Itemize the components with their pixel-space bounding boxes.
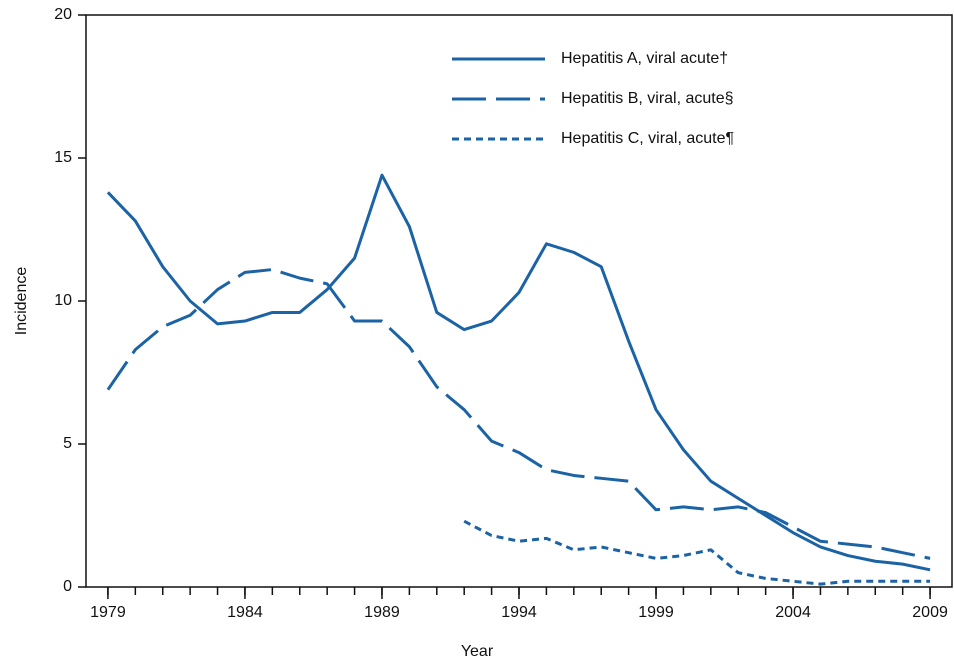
legend-label: Hepatitis B, viral, acute§ bbox=[561, 90, 734, 107]
y-tick-label: 5 bbox=[63, 435, 72, 452]
y-tick-label: 0 bbox=[63, 578, 72, 595]
x-tick-label: 1994 bbox=[501, 604, 537, 621]
y-tick-label: 15 bbox=[54, 149, 72, 166]
x-tick-label: 1999 bbox=[638, 604, 674, 621]
x-tick-label: 1989 bbox=[364, 604, 400, 621]
series-line bbox=[463, 519, 931, 586]
legend-label: Hepatitis C, viral, acute¶ bbox=[561, 130, 734, 147]
legend-label: Hepatitis A, viral acute† bbox=[561, 50, 728, 67]
series-line bbox=[106, 173, 931, 572]
x-tick-label: 2009 bbox=[912, 604, 948, 621]
plot-frame bbox=[85, 14, 953, 588]
x-tick-label: 1984 bbox=[227, 604, 263, 621]
x-tick-label: 1979 bbox=[90, 604, 126, 621]
y-axis-label: Incidence bbox=[13, 267, 30, 336]
x-tick-label: 2004 bbox=[775, 604, 811, 621]
y-tick-label: 10 bbox=[54, 292, 72, 309]
series-line bbox=[106, 268, 931, 560]
x-axis-label: Year bbox=[461, 643, 494, 660]
y-tick-label: 20 bbox=[54, 6, 72, 23]
